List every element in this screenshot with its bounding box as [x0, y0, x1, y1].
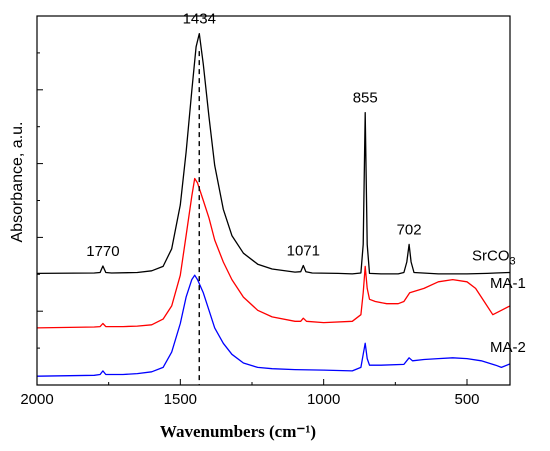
- series-label-srco3: SrCO3: [472, 248, 516, 268]
- y-axis-ticks: [37, 15, 43, 349]
- peak-labels: 1434 855 1770 1071 702: [86, 11, 421, 260]
- x-tick-label: 500: [454, 391, 479, 408]
- series-label-ma-1: MA-1: [490, 275, 526, 292]
- x-tick-label: 1000: [307, 391, 340, 408]
- x-tick-label: 2000: [20, 391, 53, 408]
- peak-label-855: 855: [353, 90, 378, 107]
- x-tick-label: 1500: [164, 391, 197, 408]
- plot-frame: [36, 15, 511, 386]
- series-label-ma-2: MA-2: [490, 339, 526, 356]
- plot-border: [36, 15, 511, 386]
- series-line-srco3: [36, 32, 511, 275]
- series-labels: SrCO3 MA-1 MA-2: [472, 248, 526, 356]
- peak-label-702: 702: [397, 221, 422, 238]
- series-line-ma-1: [36, 177, 511, 329]
- series-line-ma-2: [36, 274, 511, 377]
- peak-label-1071: 1071: [287, 243, 320, 260]
- x-axis-ticks: 2000 1500 1000 500: [20, 379, 480, 408]
- series-group: [36, 32, 511, 377]
- y-axis-label: Absorbance, a.u.: [9, 122, 26, 243]
- peak-label-1770: 1770: [86, 243, 119, 260]
- x-axis-label: Wavenumbers (cm⁻¹): [160, 422, 316, 441]
- peak-label-1434: 1434: [183, 11, 216, 28]
